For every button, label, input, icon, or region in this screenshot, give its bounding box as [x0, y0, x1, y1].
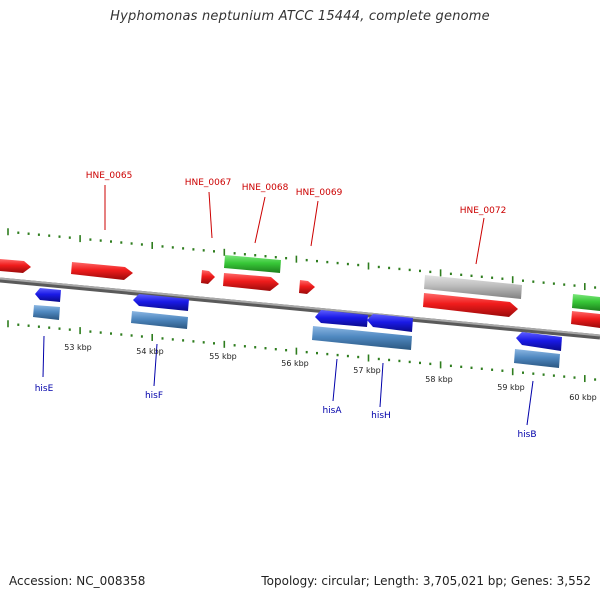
bottom-leader-lines — [42, 335, 534, 426]
gene-green-1 — [224, 255, 281, 273]
gene-red-2 — [71, 262, 133, 280]
gene-steel-4 — [514, 349, 560, 368]
gene-steel-1 — [33, 305, 60, 320]
backbone-shadow — [0, 277, 600, 340]
gene-red-3 — [201, 270, 215, 284]
genome-stats-text: Topology: circular; Length: 3,705,021 bp… — [261, 574, 591, 588]
scale-label-56kbp: 56 kbp — [281, 359, 309, 368]
gene-red-7 — [571, 311, 600, 328]
scale-label-53kbp: 53 kbp — [64, 343, 92, 352]
gene-blue-3 — [315, 310, 368, 327]
gene-steel-2 — [131, 311, 188, 329]
scale-label-55kbp: 55 kbp — [209, 352, 237, 361]
label-hne-0068: HNE_0068 — [242, 183, 289, 193]
gene-steel-3 — [312, 326, 412, 350]
gene-blue-5 — [516, 332, 562, 351]
top-leader-lines — [104, 185, 485, 265]
gene-blue-2 — [133, 294, 189, 311]
scale-label-60kbp: 60 kbp — [569, 393, 597, 402]
label-hne-0065: HNE_0065 — [86, 171, 133, 181]
gene-blue-1 — [35, 288, 61, 302]
label-hne-0067: HNE_0067 — [185, 178, 232, 188]
label-hisf: hisF — [145, 391, 163, 401]
scale-label-59kbp: 59 kbp — [497, 383, 525, 392]
gene-red-5 — [299, 280, 315, 294]
label-hne-0069: HNE_0069 — [296, 188, 343, 198]
scale-label-54kbp: 54 kbp — [136, 347, 164, 356]
gene-red-4 — [223, 273, 279, 291]
tick-track-bottom — [7, 320, 597, 383]
label-hish: hisH — [371, 411, 391, 421]
map-title: Hyphomonas neptunium ATCC 15444, complet… — [110, 9, 490, 24]
accession-text: Accession: NC_008358 — [9, 574, 146, 588]
label-hisb: hisB — [517, 430, 536, 440]
gene-blue-4 — [367, 314, 413, 332]
label-hise: hisE — [35, 384, 54, 394]
gene-red-1 — [0, 259, 31, 273]
scale-label-58kbp: 58 kbp — [425, 375, 453, 384]
backbone — [0, 277, 600, 337]
label-hisa: hisA — [322, 406, 342, 416]
tick-track-top — [7, 228, 597, 291]
gene-red-6 — [423, 293, 518, 317]
gene-gray-1 — [424, 275, 522, 299]
label-hne-0072: HNE_0072 — [460, 206, 507, 216]
gene-green-2 — [572, 294, 600, 311]
scale-label-57kbp: 57 kbp — [353, 366, 381, 375]
